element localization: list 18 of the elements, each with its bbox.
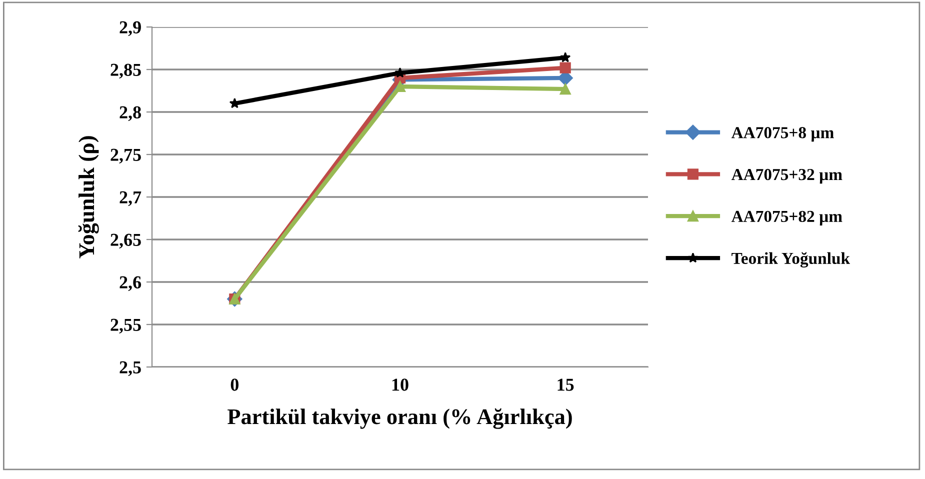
y-tick-label: 2,6 (120, 276, 142, 292)
legend-label: AA7075+82 µm (731, 210, 842, 226)
y-axis-title: Yoğunluk (ρ) (78, 136, 99, 258)
x-tick-label: 15 (558, 378, 574, 391)
y-tick-label: 2,9 (120, 21, 141, 36)
legend-label: Teorik Yoğunluk (732, 252, 850, 268)
y-tick-label: 2,7 (120, 191, 142, 206)
x-axis-title: Partikül takviye oranı (% Ağırlıkça) (228, 408, 572, 429)
y-tick-label: 2,8 (120, 106, 141, 122)
y-tick-label: 2,5 (120, 361, 141, 376)
x-tick-label: 10 (392, 378, 408, 391)
y-tick-label: 2,55 (110, 318, 141, 334)
y-tick-label: 2,85 (110, 64, 141, 79)
legend-label: AA7075+32 µm (731, 168, 842, 184)
y-tick-label: 2,75 (110, 148, 141, 164)
legend-label: AA7075+8 µm (731, 127, 834, 142)
y-tick-label: 2,65 (110, 234, 141, 249)
x-tick-label: 0 (230, 378, 238, 391)
